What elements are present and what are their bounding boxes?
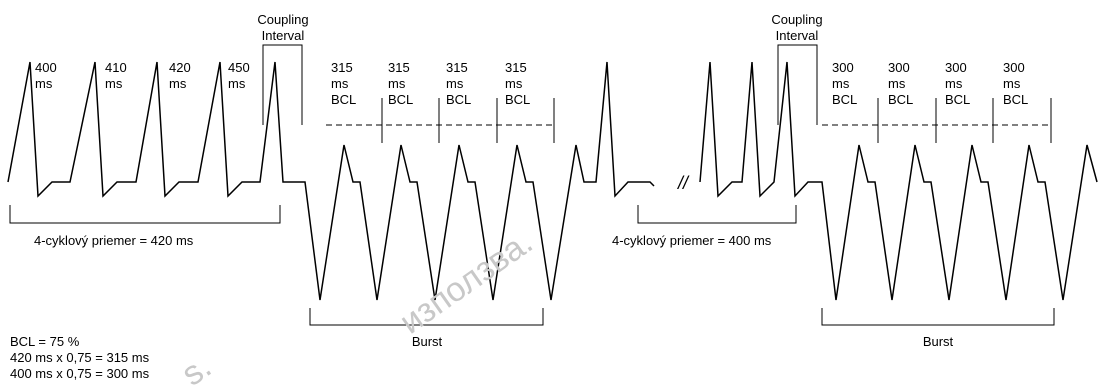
burst-cycle-label-bcl: BCL <box>505 92 530 107</box>
burst-cycle-label-bcl: BCL <box>1003 92 1028 107</box>
formula-line: BCL = 75 % <box>10 334 80 349</box>
right-coupling-label-line-1: Coupling <box>771 12 822 27</box>
burst-cycle-label-bcl: BCL <box>446 92 471 107</box>
left-coupling-label-line-2: Interval <box>262 28 305 43</box>
left-burst-label: Burst <box>412 334 443 349</box>
left-average-bracket <box>9 205 281 224</box>
cycle-label-value: 420 <box>169 60 191 75</box>
right-burst-label: Burst <box>923 334 954 349</box>
burst-cycle-label-value: 300 <box>888 60 910 75</box>
burst-cycle-label-bcl: BCL <box>832 92 857 107</box>
burst-cycle-label-unit: ms <box>945 76 963 91</box>
right-burst-bracket <box>821 308 1055 326</box>
cycle-label-value: 450 <box>228 60 250 75</box>
burst-cycle-label-unit: ms <box>1003 76 1021 91</box>
cycle-label-unit: ms <box>169 76 187 91</box>
burst-cycle-label-unit: ms <box>331 76 349 91</box>
burst-cycle-label-unit: ms <box>388 76 406 91</box>
burst-cycle-label-value: 300 <box>945 60 967 75</box>
left-average-label: 4-cyklový priemer = 420 ms <box>34 233 194 248</box>
burst-cycle-label-value: 315 <box>446 60 468 75</box>
burst-cycle-label-unit: ms <box>505 76 523 91</box>
right-average-bracket <box>637 205 797 224</box>
right-waveform <box>699 61 1098 301</box>
right-coupling-label-line-2: Interval <box>776 28 819 43</box>
burst-cycle-label-value: 300 <box>832 60 854 75</box>
formula-line: 400 ms x 0,75 = 300 ms <box>10 366 150 381</box>
cycle-label-unit: ms <box>105 76 123 91</box>
waveform <box>7 44 1098 326</box>
burst-cycle-label-unit: ms <box>446 76 464 91</box>
formula-line: 420 ms x 0,75 = 315 ms <box>10 350 150 365</box>
burst-cycle-label-value: 315 <box>505 60 527 75</box>
left-burst-bracket <box>309 308 544 326</box>
burst-cycle-label-unit: ms <box>832 76 850 91</box>
left-coupling-bracket <box>262 44 303 125</box>
left-bcl-ticks <box>381 98 555 143</box>
left-coupling-label-line-1: Coupling <box>257 12 308 27</box>
cycle-label-value: 400 <box>35 60 57 75</box>
break-mark: // <box>676 173 690 193</box>
watermark-text: s. <box>175 347 218 387</box>
right-bcl-ticks <box>877 98 1052 143</box>
cycle-label-unit: ms <box>228 76 246 91</box>
right-average-label: 4-cyklový priemer = 400 ms <box>612 233 772 248</box>
cycle-label-value: 410 <box>105 60 127 75</box>
cycle-label-unit: ms <box>35 76 53 91</box>
burst-cycle-label-bcl: BCL <box>331 92 356 107</box>
burst-cycle-label-bcl: BCL <box>945 92 970 107</box>
burst-cycle-label-unit: ms <box>888 76 906 91</box>
burst-cycle-label-value: 315 <box>331 60 353 75</box>
burst-cycle-label-value: 300 <box>1003 60 1025 75</box>
watermark-text: използва. <box>393 223 540 342</box>
burst-cycle-label-bcl: BCL <box>888 92 913 107</box>
right-coupling-bracket <box>777 44 818 125</box>
burst-cycle-label-value: 315 <box>388 60 410 75</box>
left-waveform <box>7 61 655 301</box>
burst-cycle-label-bcl: BCL <box>388 92 413 107</box>
